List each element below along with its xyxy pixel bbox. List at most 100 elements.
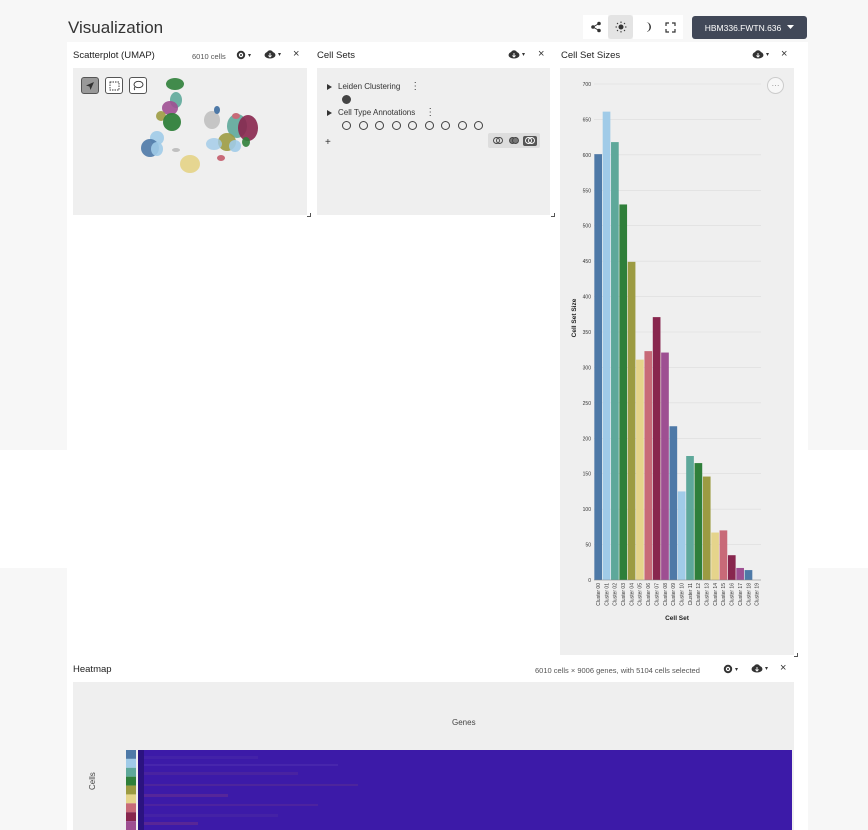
x-axis-label: Cell Set [665, 615, 690, 622]
cell-set-strip-segment [126, 776, 136, 786]
cell-set-strip-segment [126, 767, 136, 777]
umap-points [141, 78, 258, 173]
x-tick-label: Cluster 16 [730, 583, 736, 606]
dataset-selector[interactable]: HBM336.FWTN.636 [692, 16, 807, 39]
annotation-toggle[interactable] [392, 121, 401, 130]
annotation-toggle[interactable] [425, 121, 434, 130]
chevron-down-icon: ▾ [765, 666, 769, 672]
share-button[interactable] [583, 15, 608, 39]
heatmap-meta: 6010 cells × 9006 genes, with 5104 cells… [535, 666, 700, 675]
bar[interactable] [711, 532, 719, 580]
chart-actions-button[interactable]: ··· [767, 77, 784, 94]
cellsets-close-icon[interactable]: × [538, 48, 545, 60]
heatmap-settings-button[interactable]: ▾ [723, 664, 738, 674]
chart-grid [594, 83, 761, 581]
heatmap-canvas[interactable] [126, 750, 792, 830]
scatterplot-download-button[interactable]: ▾ [264, 50, 281, 59]
sizes-download-button[interactable]: ▾ [752, 50, 769, 59]
light-theme-button[interactable] [608, 15, 633, 39]
sizes-close-icon[interactable]: × [781, 48, 788, 60]
heatmap-download-button[interactable]: ▾ [751, 664, 768, 673]
add-cellset-button[interactable]: + [325, 137, 331, 148]
cellsets-download-button[interactable]: ▾ [508, 50, 525, 59]
bar[interactable] [719, 530, 728, 580]
fullscreen-button[interactable] [658, 15, 683, 39]
rectangle-select-button[interactable] [105, 77, 123, 94]
y-tick-label: 450 [583, 259, 592, 265]
bar[interactable] [636, 359, 644, 580]
bar[interactable] [669, 426, 678, 580]
bar[interactable] [602, 111, 611, 581]
complement-button[interactable] [523, 135, 537, 146]
bar[interactable] [627, 261, 636, 580]
sun-icon [615, 21, 626, 33]
bar[interactable] [619, 204, 628, 580]
x-tick-label: Cluster 01 [604, 583, 610, 606]
bar[interactable] [611, 142, 619, 581]
bar[interactable] [677, 491, 686, 580]
annotation-toggle[interactable] [375, 121, 384, 130]
bar[interactable] [686, 456, 694, 580]
kebab-menu-icon[interactable]: ⋮ [410, 81, 421, 92]
x-tick-label: Cluster 05 [638, 583, 644, 606]
annotation-toggle[interactable] [458, 121, 467, 130]
chevron-down-icon: ▾ [766, 52, 770, 58]
caret-down-icon [787, 25, 795, 29]
cell-set-sizes-chart[interactable]: 0 50 100 150 200 250 300 350 400 450 500 550 600 650 7… [560, 68, 794, 655]
bar[interactable] [594, 154, 603, 581]
union-button[interactable] [507, 136, 521, 146]
bar[interactable] [702, 476, 711, 580]
annotation-toggle[interactable] [474, 121, 483, 130]
x-tick-label: Cluster 17 [738, 583, 744, 606]
bar[interactable] [736, 567, 744, 580]
bar[interactable] [644, 351, 653, 580]
heatmap-title: Heatmap [73, 664, 112, 675]
scatterplot-settings-button[interactable]: ▾ [236, 50, 251, 60]
heatmap-close-icon[interactable]: × [780, 662, 787, 674]
x-tick-label: Cluster 02 [613, 583, 619, 606]
expand-icon[interactable] [327, 83, 332, 90]
y-tick-label: 100 [583, 507, 592, 513]
intersection-button[interactable] [491, 136, 505, 146]
y-tick-label: 0 [588, 578, 591, 584]
expand-icon [665, 21, 676, 33]
cellsets-resize-handle[interactable] [551, 213, 555, 217]
dark-theme-button[interactable] [633, 15, 658, 39]
tree-item-leiden[interactable]: Leiden Clustering ⋮ [327, 81, 420, 92]
expand-icon[interactable] [327, 109, 332, 116]
tree-item-annotations[interactable]: Cell Type Annotations ⋮ [327, 107, 435, 118]
heatmap-texture [138, 750, 358, 830]
bar[interactable] [652, 317, 661, 580]
cloud-download-icon [264, 50, 276, 59]
cell-set-strip-segment [126, 794, 136, 804]
tree-item-leiden-label: Leiden Clustering [338, 82, 401, 91]
scatterplot-title: Scatterplot (UMAP) [73, 50, 155, 61]
x-tick-label: Cluster 04 [629, 583, 635, 606]
scatterplot-close-icon[interactable]: × [293, 48, 300, 60]
cell-set-strip-segment [126, 785, 136, 795]
sizes-resize-handle[interactable] [794, 653, 798, 657]
annotation-toggle[interactable] [408, 121, 417, 130]
kebab-menu-icon[interactable]: ⋮ [425, 107, 436, 118]
y-tick-label: 500 [583, 224, 592, 230]
annotation-toggle[interactable] [359, 121, 368, 130]
annotation-toggle[interactable] [441, 121, 450, 130]
bar[interactable] [727, 555, 736, 580]
gear-icon [236, 50, 246, 60]
scatterplot-cell-count: 6010 cells [192, 52, 226, 61]
bar[interactable] [694, 463, 703, 580]
union-icon [509, 137, 519, 144]
bar[interactable] [661, 352, 669, 580]
annotation-toggle[interactable] [342, 121, 351, 130]
pointer-icon [86, 81, 94, 90]
umap-scatter[interactable] [130, 72, 270, 184]
bar[interactable] [744, 570, 753, 580]
leiden-visibility-toggle[interactable] [342, 95, 351, 104]
set-operations-group [488, 133, 540, 148]
scatterplot-resize-handle[interactable] [307, 213, 311, 217]
lasso-icon [133, 80, 144, 91]
pan-tool-button[interactable] [81, 77, 99, 94]
page-title: Visualization [68, 18, 164, 37]
sizes-title: Cell Set Sizes [561, 50, 621, 61]
lasso-select-button[interactable] [129, 77, 147, 94]
